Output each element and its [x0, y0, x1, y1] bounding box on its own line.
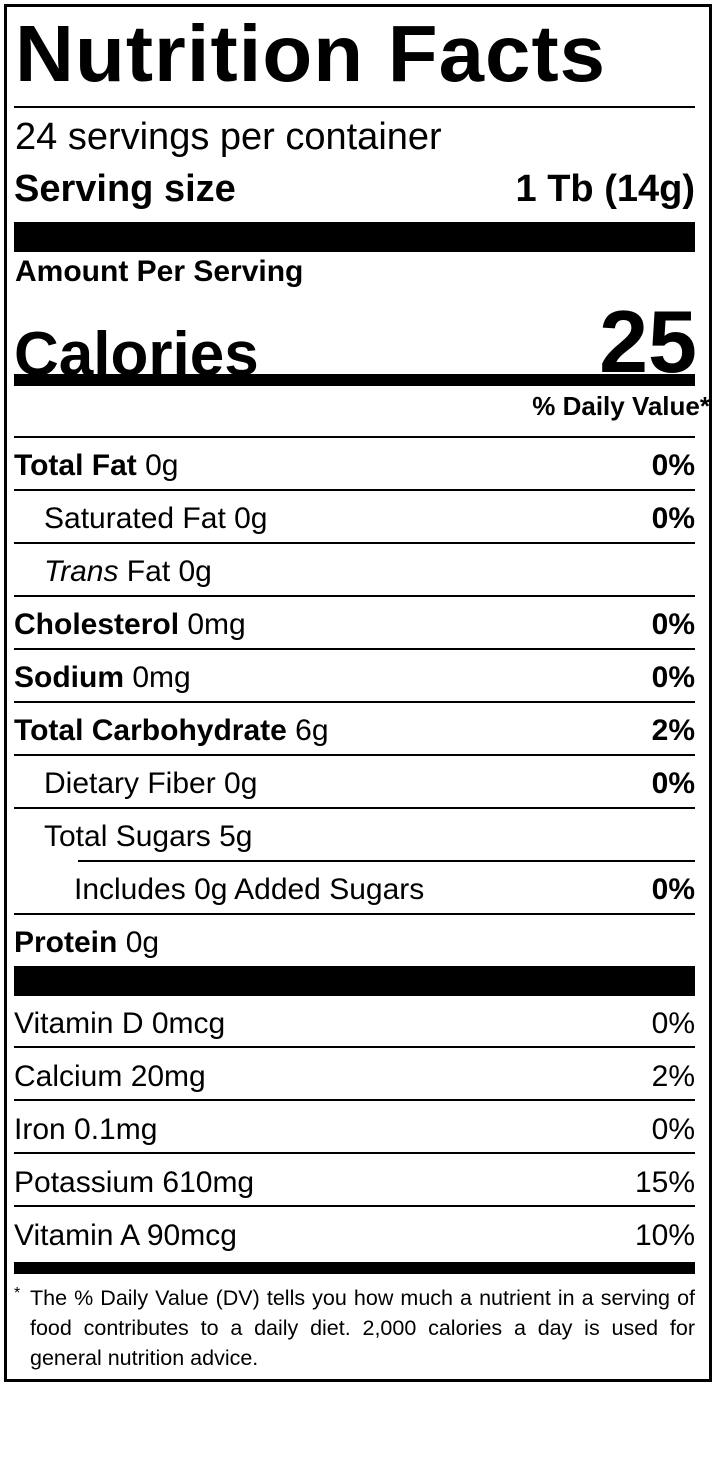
- nutrient-amount: 0g: [136, 448, 179, 482]
- label-title: Nutrition Facts: [15, 9, 607, 98]
- amount-per-serving: Amount Per Serving: [15, 255, 304, 288]
- thick-divider: [14, 966, 695, 996]
- nutrient-amount: 0mg: [179, 607, 246, 641]
- vitamin-row-vitamin-d: Vitamin D 0mcg 0%: [14, 997, 695, 1050]
- vitamin-pct: 2%: [651, 1059, 695, 1093]
- nutrient-amount: 6g: [286, 713, 329, 747]
- calories-row: Calories 25: [14, 292, 697, 391]
- divider: [14, 648, 695, 650]
- divider: [14, 1046, 695, 1048]
- divider: [14, 754, 695, 756]
- nutrient-name: Total Sugars 5g: [44, 819, 253, 853]
- thick-divider: [14, 222, 695, 252]
- nutrient-name: Total Carbohydrate: [14, 713, 287, 747]
- divider: [14, 807, 695, 809]
- nutrient-pct: 0%: [651, 501, 695, 535]
- nutrient-pct: 0%: [651, 872, 695, 906]
- medium-divider: [14, 1262, 695, 1274]
- indented-divider: [78, 860, 695, 862]
- vitamin-name: Vitamin D 0mcg: [14, 1006, 226, 1040]
- vitamin-pct: 10%: [634, 1218, 695, 1252]
- vitamin-row-calcium: Calcium 20mg 2%: [14, 1050, 695, 1103]
- nutrient-row-saturated-fat: Saturated Fat 0g 0%: [14, 492, 695, 545]
- vitamin-pct: 15%: [634, 1165, 695, 1199]
- serving-size-row: Serving size 1 Tb (14g): [14, 170, 695, 208]
- nutrient-pct: 0%: [651, 607, 695, 641]
- divider: [14, 542, 695, 544]
- nutrient-amount: 0mg: [124, 660, 191, 694]
- nutrient-name: Includes 0g Added Sugars: [74, 872, 425, 906]
- serving-size-value: 1 Tb (14g): [515, 168, 695, 210]
- divider: [14, 1205, 695, 1207]
- divider: [14, 913, 695, 915]
- footnote-asterisk: *: [14, 1285, 21, 1302]
- footnote-text: The % Daily Value (DV) tells you how muc…: [30, 1286, 695, 1370]
- vitamin-name: Calcium 20mg: [14, 1059, 206, 1093]
- nutrient-row-sodium: Sodium 0mg 0%: [14, 651, 695, 704]
- vitamin-row-potassium: Potassium 610mg 15%: [14, 1156, 695, 1209]
- divider: [14, 489, 695, 491]
- vitamin-pct: 0%: [651, 1006, 695, 1040]
- divider: [14, 1152, 695, 1154]
- daily-value-header: % Daily Value*: [532, 391, 710, 421]
- nutrient-pct: 0%: [651, 660, 695, 694]
- nutrient-row-trans-fat: Trans Fat 0g: [14, 545, 695, 598]
- nutrient-name: Total Fat: [14, 448, 137, 482]
- footnote: * The % Daily Value (DV) tells you how m…: [14, 1283, 695, 1373]
- nutrient-row-cholesterol: Cholesterol 0mg 0%: [14, 598, 695, 651]
- nutrient-name: Sodium: [14, 660, 124, 694]
- nutrient-pct: 0%: [651, 766, 695, 800]
- vitamin-name: Potassium 610mg: [14, 1165, 255, 1199]
- divider: [14, 1099, 695, 1101]
- nutrient-amount: 0g: [117, 925, 160, 959]
- serving-size-label: Serving size: [14, 168, 236, 210]
- divider: [14, 106, 695, 108]
- nutrient-name-italic: Trans: [44, 554, 119, 588]
- vitamin-row-vitamin-a: Vitamin A 90mcg 10%: [14, 1209, 695, 1262]
- nutrient-name: Cholesterol: [14, 607, 180, 641]
- nutrient-name: Protein: [14, 925, 118, 959]
- nutrient-name: Dietary Fiber 0g: [44, 766, 258, 800]
- divider: [14, 595, 695, 597]
- nutrient-row-added-sugars: Includes 0g Added Sugars 0%: [14, 863, 695, 916]
- nutrient-row-protein: Protein 0g: [14, 916, 695, 969]
- medium-divider: [14, 374, 695, 386]
- vitamin-name: Iron 0.1mg: [14, 1112, 158, 1146]
- nutrient-row-total-sugars: Total Sugars 5g: [14, 810, 695, 863]
- nutrient-pct: 0%: [651, 448, 695, 482]
- divider: [14, 701, 695, 703]
- divider: [14, 436, 695, 438]
- nutrient-name: Saturated Fat 0g: [44, 501, 268, 535]
- nutrient-row-total-fat: Total Fat 0g 0%: [14, 439, 695, 492]
- vitamin-pct: 0%: [651, 1112, 695, 1146]
- nutrient-amount: Fat 0g: [118, 554, 212, 588]
- nutrient-pct: 2%: [651, 713, 695, 747]
- nutrient-row-dietary-fiber: Dietary Fiber 0g 0%: [14, 757, 695, 810]
- nutrient-row-total-carbohydrate: Total Carbohydrate 6g 2%: [14, 704, 695, 757]
- calories-value: 25: [599, 292, 697, 391]
- vitamin-name: Vitamin A 90mcg: [14, 1218, 237, 1252]
- servings-per-container: 24 servings per container: [15, 116, 442, 158]
- vitamin-row-iron: Iron 0.1mg 0%: [14, 1103, 695, 1156]
